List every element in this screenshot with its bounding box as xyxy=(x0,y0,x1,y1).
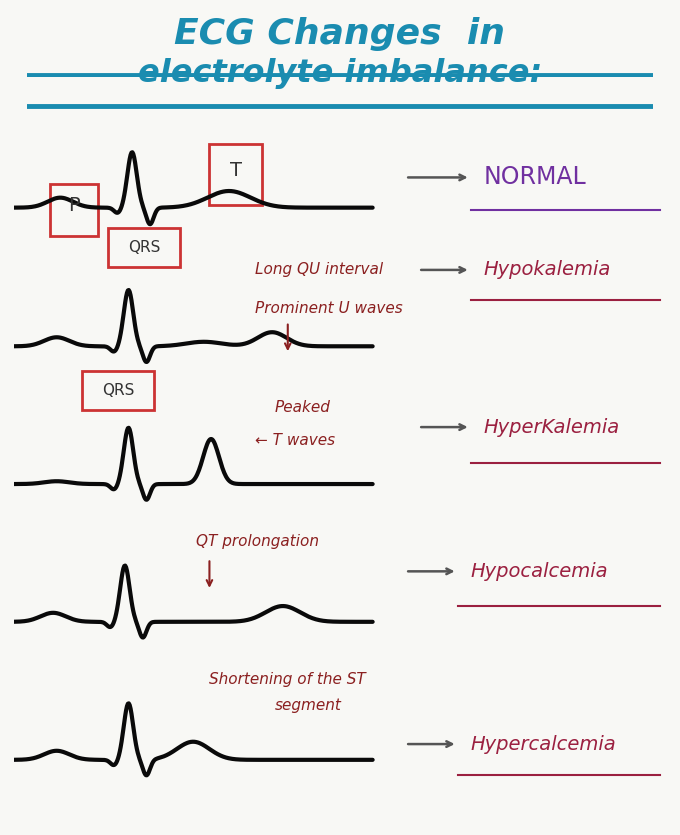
Text: ← T waves: ← T waves xyxy=(255,433,335,448)
Text: Hypocalcemia: Hypocalcemia xyxy=(471,562,608,581)
Text: Shortening of the ST: Shortening of the ST xyxy=(209,672,367,687)
Text: QT prolongation: QT prolongation xyxy=(197,534,320,549)
Text: Peaked: Peaked xyxy=(275,400,330,415)
Text: Long QU interval: Long QU interval xyxy=(255,262,384,277)
Text: T: T xyxy=(230,161,241,180)
Text: Hypokalemia: Hypokalemia xyxy=(483,261,611,280)
Text: QRS: QRS xyxy=(102,382,134,397)
Text: Hypercalcemia: Hypercalcemia xyxy=(471,735,616,753)
Text: Prominent U waves: Prominent U waves xyxy=(255,301,403,316)
Text: ECG Changes  in: ECG Changes in xyxy=(175,17,505,51)
Text: HyperKalemia: HyperKalemia xyxy=(483,418,620,437)
Text: NORMAL: NORMAL xyxy=(483,165,586,190)
Text: electrolyte imbalance:: electrolyte imbalance: xyxy=(138,58,542,89)
Text: QRS: QRS xyxy=(128,240,160,255)
Text: segment: segment xyxy=(275,698,341,713)
Text: P: P xyxy=(69,196,80,215)
